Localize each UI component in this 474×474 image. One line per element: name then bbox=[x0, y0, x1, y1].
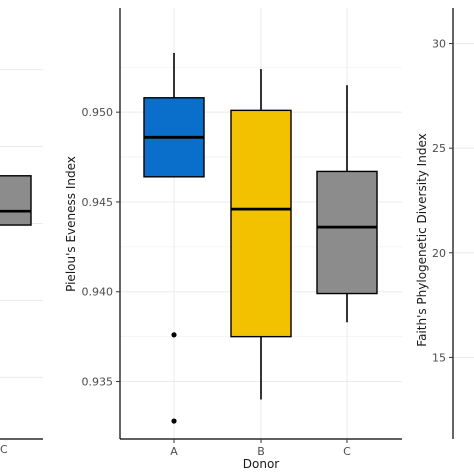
center-y-tick-label: 0.940 bbox=[82, 286, 114, 299]
center-boxes bbox=[143, 52, 378, 424]
center-y-axis-title: Pielou's Eveness Index bbox=[64, 156, 78, 292]
outlier-point-a bbox=[171, 332, 177, 338]
left-x-tick-label: C bbox=[0, 443, 8, 456]
right-y-tick-label: 25 bbox=[432, 142, 446, 155]
center-x-axis-title: Donor bbox=[243, 457, 280, 471]
right-grid bbox=[453, 43, 474, 358]
box-c bbox=[316, 170, 378, 295]
center-x-tick-label-a: A bbox=[170, 445, 178, 458]
center-panel: 0.935 0.940 0.945 0.950 A B C Donor Pielou's … bbox=[64, 8, 402, 471]
left-box-c bbox=[0, 175, 32, 226]
right-y-tick-label: 15 bbox=[432, 351, 446, 364]
center-y-tick-label: 0.950 bbox=[82, 106, 114, 119]
left-panel: C bbox=[0, 69, 43, 456]
right-y-tick-label: 20 bbox=[432, 247, 446, 260]
right-y-axis-title: Faith's Phylogenetic Diversity Index bbox=[415, 133, 429, 346]
outlier-point-a bbox=[171, 418, 177, 424]
box-b bbox=[230, 109, 292, 338]
center-x-tick-label-c: C bbox=[343, 445, 351, 458]
center-y-ticks: 0.935 0.940 0.945 0.950 bbox=[82, 106, 120, 389]
center-x-tick-label-b: B bbox=[257, 445, 265, 458]
center-y-tick-label: 0.935 bbox=[82, 376, 114, 389]
center-x-ticks: A B C bbox=[170, 439, 351, 458]
right-y-ticks: 15 20 25 30 bbox=[432, 38, 453, 364]
center-y-tick-label: 0.945 bbox=[82, 196, 114, 209]
right-y-tick-label: 30 bbox=[432, 38, 446, 51]
right-panel: 15 20 25 30 Faith's Phylogenetic Diversity … bbox=[415, 8, 474, 439]
